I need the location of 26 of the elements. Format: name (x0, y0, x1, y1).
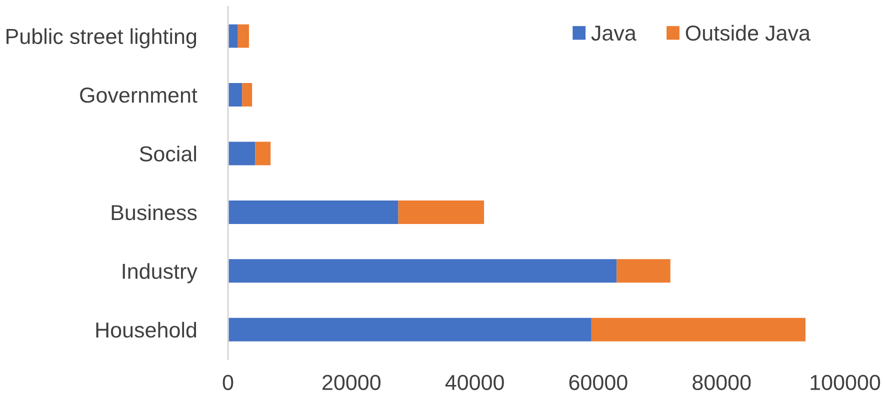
y-tick-label: Household (96, 322, 196, 338)
x-tick-label: 100000 (810, 374, 880, 390)
y-tick-label: Government (80, 88, 198, 103)
y-tick-label: Public street lighting (6, 28, 196, 48)
bar (228, 200, 398, 224)
legend-label: Outside Java (686, 24, 810, 41)
bar (398, 200, 484, 224)
bar (242, 83, 252, 107)
bar (591, 318, 806, 342)
x-tick-label: 80000 (692, 374, 751, 390)
bar (255, 142, 271, 166)
legend-label: Java (591, 26, 636, 41)
y-tick-label: Industry (122, 263, 198, 284)
bar (228, 83, 242, 107)
x-tick-label: 60000 (569, 374, 628, 390)
bar (228, 259, 617, 283)
x-tick-label: 20000 (322, 374, 380, 390)
bar (238, 24, 249, 48)
y-tick-label: Business (112, 204, 197, 220)
bar (228, 142, 256, 166)
x-tick-label: 0 (222, 374, 234, 390)
bar (616, 259, 670, 283)
bar (228, 24, 238, 48)
bar (228, 318, 592, 342)
y-tick-label: Social (140, 146, 196, 162)
x-tick-label: 40000 (445, 374, 504, 390)
